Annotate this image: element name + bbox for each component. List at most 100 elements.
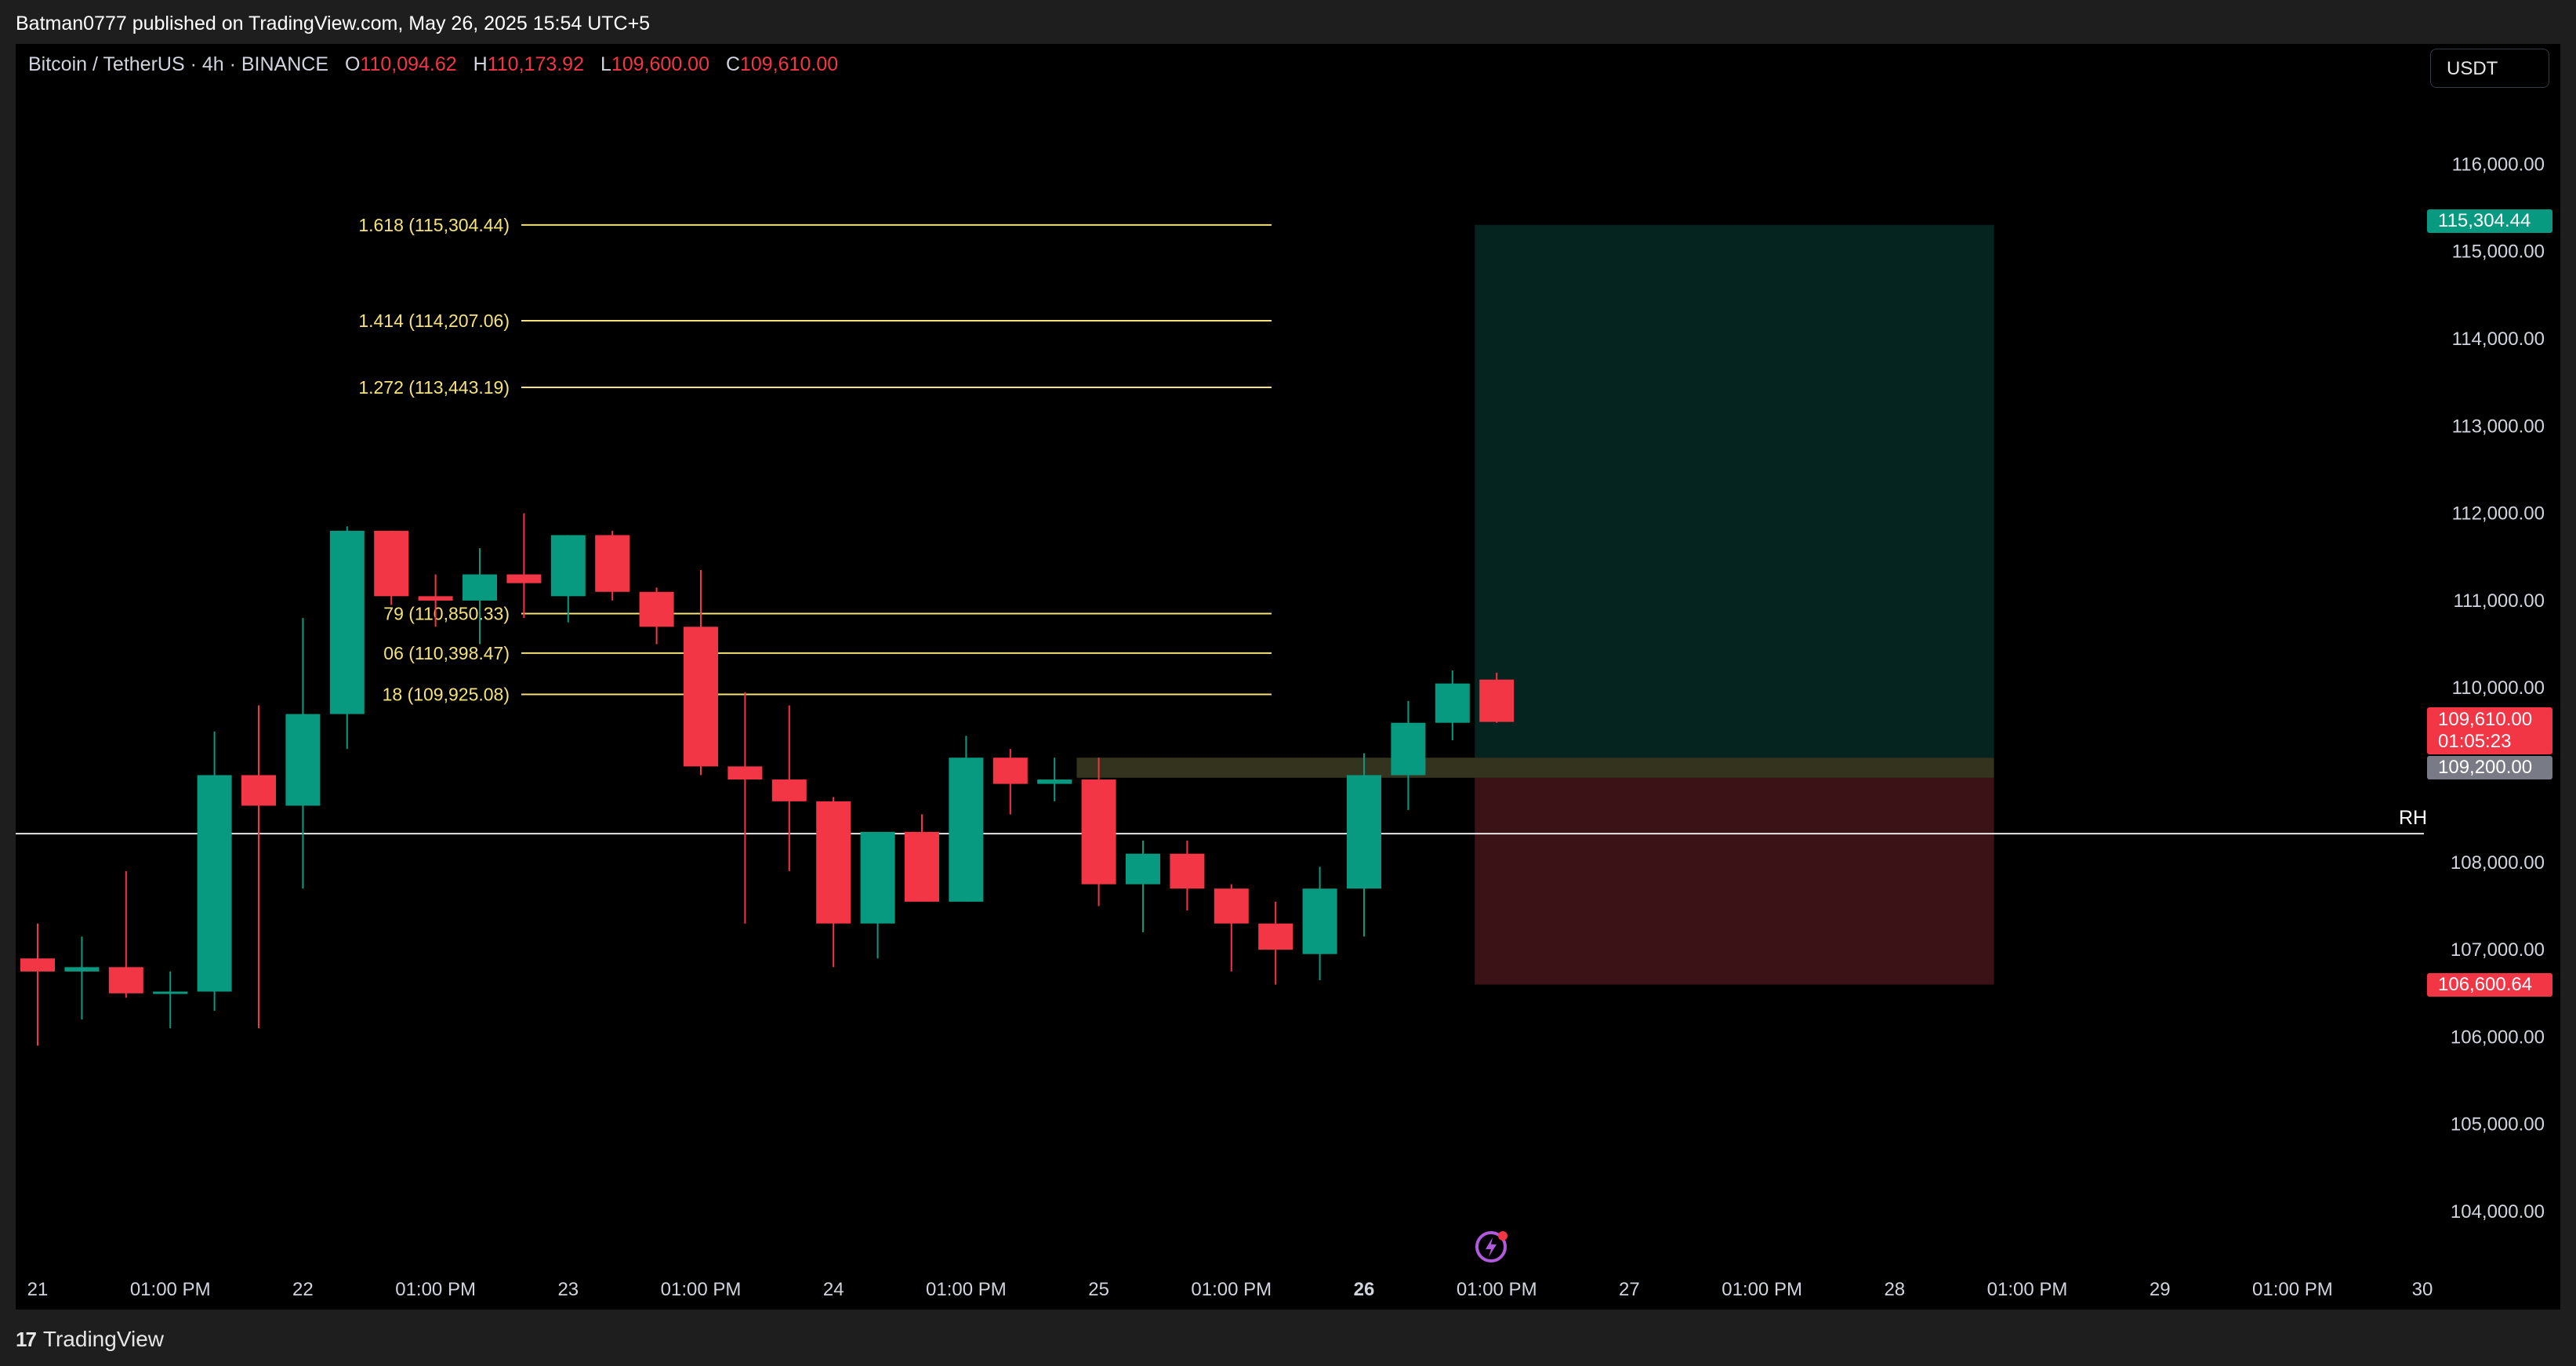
x-axis-tick-label: 21 (27, 1279, 49, 1300)
stop-price-tag: 106,600.64 (2427, 973, 2552, 997)
y-axis-tick-label: 104,000.00 (2451, 1201, 2545, 1222)
y-axis-tick-label: 106,000.00 (2451, 1026, 2545, 1048)
candle-body (1347, 775, 1381, 889)
x-axis-tick-label: 01:00 PM (661, 1279, 742, 1300)
candle-body (1435, 683, 1470, 723)
stop-zone (1475, 777, 1994, 985)
entry-band (1076, 757, 1994, 778)
last-price-tag: 109,610.00 01:05:23 (2427, 707, 2552, 754)
candle-body (153, 991, 188, 994)
y-axis-tick-label: 111,000.00 (2453, 590, 2545, 612)
open-label: O (344, 53, 361, 75)
close-value: 109,610.00 (740, 53, 839, 75)
footer-bar (0, 1310, 2576, 1366)
x-axis-tick-label: 01:00 PM (1987, 1279, 2068, 1300)
x-axis-tick-label: 28 (1884, 1279, 1905, 1300)
fib-level-label: 1.414 (114,207.06) (358, 311, 510, 331)
high-label: H (473, 53, 488, 75)
candle-body (992, 757, 1028, 784)
fib-level-label: 1.272 (113,443.19) (358, 377, 510, 398)
open-value: 110,094.62 (360, 53, 457, 75)
x-axis-tick-label: 25 (1088, 1279, 1109, 1300)
candle-body (860, 831, 895, 924)
candle-body (1126, 853, 1160, 885)
candle-body (1170, 853, 1205, 889)
candle-body (463, 574, 497, 601)
y-axis-tick-label: 108,000.00 (2451, 852, 2545, 874)
target-price-tag: 115,304.44 (2427, 209, 2552, 233)
x-axis-tick-label: 23 (557, 1279, 579, 1300)
candle-body (20, 958, 55, 972)
low-label: L (600, 53, 611, 75)
x-axis-tick-label: 01:00 PM (1457, 1279, 1537, 1300)
y-axis-tick-label: 113,000.00 (2452, 416, 2545, 437)
fib-level-label: 79 (110,850.33) (383, 604, 510, 624)
x-axis-tick-label: 01:00 PM (2252, 1279, 2333, 1300)
candle-body (1081, 779, 1116, 885)
candle-body (639, 591, 674, 627)
candle-body (727, 766, 763, 780)
close-label: C (725, 53, 740, 75)
candle-body (108, 967, 143, 994)
symbol-name[interactable]: Bitcoin / TetherUS · 4h · BINANCE (28, 53, 329, 75)
x-axis-tick-label: 26 (1354, 1279, 1375, 1300)
y-axis-tick-label: 107,000.00 (2451, 939, 2545, 961)
last-price-value: 109,610.00 (2438, 709, 2533, 730)
lightning-bolt-icon[interactable] (1474, 1228, 1511, 1270)
candle-body (329, 530, 365, 714)
symbol-info-bar: Bitcoin / TetherUS · 4h · BINANCE O110,0… (28, 53, 838, 76)
fib-level-label: 18 (109,925.08) (383, 685, 510, 705)
y-axis-tick-label: 110,000.00 (2452, 678, 2545, 699)
candle-body (241, 775, 276, 806)
candle-body (949, 757, 984, 902)
candle-body (1479, 679, 1515, 722)
candle-body (197, 775, 232, 992)
price-chart[interactable]: 1.618 (115,304.44) 1.414 (114,207.06) 1.27… (16, 44, 2560, 1310)
tradingview-logo[interactable]: 17 TradingView (16, 1325, 164, 1353)
chart-area[interactable]: 1.618 (115,304.44) 1.414 (114,207.06) 1.27… (16, 44, 2560, 1310)
candle-body (374, 530, 409, 597)
candle-body (684, 627, 718, 767)
publisher-line: Batman0777 published on TradingView.com,… (0, 0, 2576, 44)
x-axis-tick-label: 01:00 PM (130, 1279, 211, 1300)
candle-body (64, 967, 100, 972)
tradingview-logo-icon: 17 (16, 1327, 37, 1351)
candle-body (1302, 888, 1337, 954)
x-axis-tick-label: 01:00 PM (1722, 1279, 1802, 1300)
y-axis-tick-label: 114,000.00 (2452, 329, 2545, 350)
candle-body (771, 779, 807, 801)
candle-body (1258, 923, 1293, 950)
logo-text: TradingView (42, 1327, 165, 1351)
x-axis-tick-label: 30 (2412, 1279, 2433, 1300)
high-value: 110,173.92 (487, 53, 584, 75)
x-axis-tick-label: 01:00 PM (395, 1279, 476, 1300)
entry-price-tag: 109,200.00 (2427, 756, 2552, 779)
candle-body (595, 535, 630, 592)
fib-level-label: 06 (110,398.47) (383, 643, 510, 663)
x-axis-tick-label: 01:00 PM (1191, 1279, 1272, 1300)
candle-body (905, 831, 939, 902)
candle-body (506, 574, 542, 583)
x-axis-tick-label: 29 (2150, 1279, 2171, 1300)
x-axis-tick-label: 27 (1619, 1279, 1640, 1300)
candle-body (285, 714, 321, 806)
candle-body (816, 801, 851, 924)
candle-body (550, 535, 586, 597)
x-axis-tick-label: 22 (292, 1279, 314, 1300)
low-value: 109,600.00 (611, 53, 709, 75)
y-axis-tick-label: 112,000.00 (2452, 503, 2545, 525)
y-axis-tick-label: 105,000.00 (2451, 1114, 2545, 1135)
currency-button[interactable]: USDT (2430, 49, 2549, 88)
x-axis-tick-label: 24 (823, 1279, 844, 1300)
rh-label: RH (2399, 807, 2427, 829)
candle-body (1391, 722, 1426, 776)
y-axis-tick-label: 116,000.00 (2452, 154, 2545, 175)
bar-countdown: 01:05:23 (2438, 731, 2512, 752)
y-axis-tick-label: 115,000.00 (2452, 242, 2545, 263)
candle-body (1037, 779, 1072, 784)
x-axis-tick-label: 01:00 PM (926, 1279, 1007, 1300)
target-zone (1475, 224, 1994, 758)
fib-level-label: 1.618 (115,304.44) (358, 215, 510, 235)
candle-body (1214, 888, 1249, 924)
candle-body (418, 596, 453, 601)
